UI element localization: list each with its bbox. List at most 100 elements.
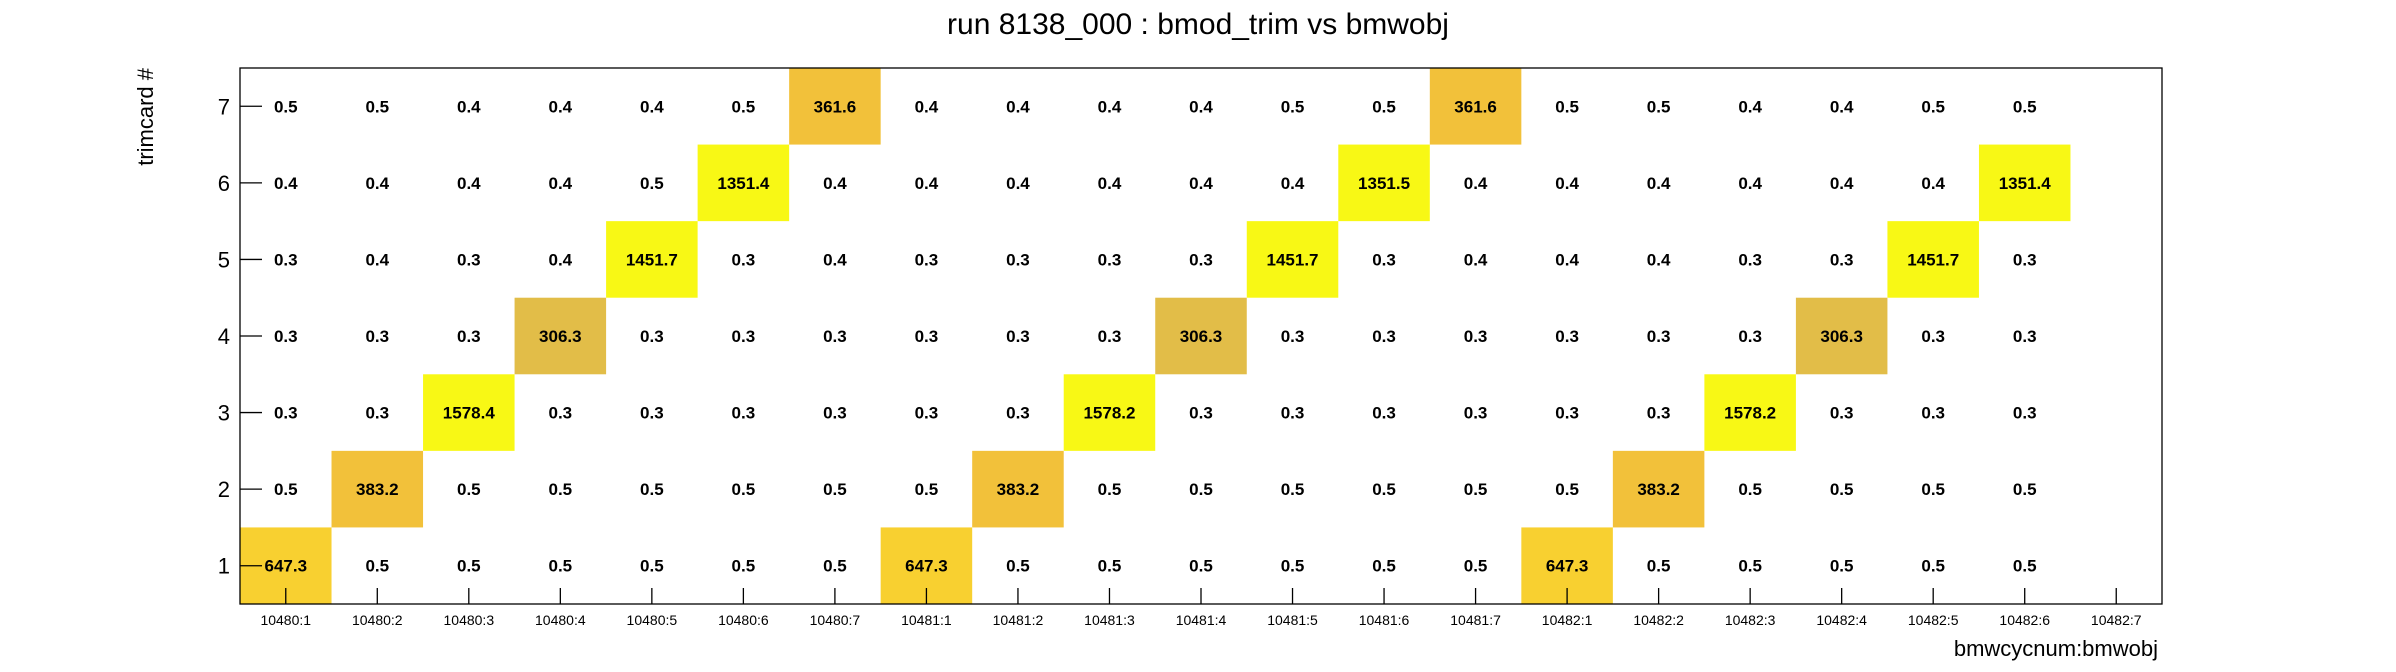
cell-value-label: 0.5: [1830, 557, 1854, 576]
cell-value-label: 0.5: [732, 480, 756, 499]
heatmap-cell: [697, 144, 790, 222]
cell-value-label: 0.5: [549, 480, 573, 499]
y-tick-label: 7: [218, 94, 230, 119]
cell-value-label: 0.5: [1098, 557, 1122, 576]
cell-value-label: 0.3: [2013, 404, 2037, 423]
heatmap-cell: [1246, 221, 1339, 298]
cell-value-label: 0.3: [1738, 250, 1762, 269]
cell-value-label: 0.3: [1738, 327, 1762, 346]
x-tick-label: 10482:4: [1816, 612, 1867, 628]
y-tick-label: 2: [218, 477, 230, 502]
cell-value-label: 0.3: [1006, 404, 1030, 423]
heatmap-cell: [972, 450, 1064, 528]
x-tick-label: 10481:1: [901, 612, 952, 628]
x-tick-label: 10480:5: [627, 612, 678, 628]
cell-value-label: 1351.5: [1358, 174, 1410, 193]
cell-value-label: 0.5: [1921, 97, 1945, 116]
cell-value-label: 0.4: [549, 174, 573, 193]
cell-value-label: 0.4: [549, 97, 573, 116]
cell-value-label: 0.5: [2013, 97, 2037, 116]
cell-value-label: 0.5: [1281, 97, 1305, 116]
cell-value-label: 306.3: [539, 327, 582, 346]
cell-value-label: 0.3: [1555, 404, 1579, 423]
cell-value-label: 0.5: [1281, 557, 1305, 576]
cell-value-label: 0.3: [365, 404, 389, 423]
cell-value-label: 0.5: [1189, 557, 1213, 576]
cell-value-label: 0.5: [1281, 480, 1305, 499]
cell-value-label: 0.3: [823, 404, 847, 423]
cell-value-label: 0.3: [274, 404, 298, 423]
cell-value-label: 0.3: [1098, 250, 1122, 269]
cell-value-label: 0.3: [274, 250, 298, 269]
cell-value-label: 0.3: [1006, 327, 1030, 346]
cell-value-label: 0.4: [365, 174, 389, 193]
cell-value-label: 1451.7: [626, 250, 678, 269]
cell-value-label: 0.4: [274, 174, 298, 193]
y-tick-label: 5: [218, 247, 230, 272]
cell-value-label: 0.4: [1098, 97, 1122, 116]
cell-value-label: 0.4: [1189, 174, 1213, 193]
x-tick-label: 10481:3: [1084, 612, 1135, 628]
cell-value-label: 0.4: [915, 97, 939, 116]
cell-value-label: 0.3: [1921, 404, 1945, 423]
cell-value-label: 0.3: [1464, 404, 1488, 423]
cell-value-label: 0.4: [823, 250, 847, 269]
cell-value-label: 0.5: [1738, 480, 1762, 499]
heatmap-cell: [514, 297, 607, 375]
cell-value-label: 0.5: [823, 480, 847, 499]
cell-value-label: 0.4: [549, 250, 573, 269]
cell-value-label: 0.5: [1921, 480, 1945, 499]
cell-value-label: 0.4: [1830, 97, 1854, 116]
cell-value-label: 0.4: [1830, 174, 1854, 193]
cell-value-label: 361.6: [814, 97, 857, 116]
x-tick-label: 10482:2: [1633, 612, 1684, 628]
cell-value-label: 0.4: [640, 97, 664, 116]
x-tick-label: 10480:1: [260, 612, 311, 628]
cell-value-label: 0.5: [1372, 480, 1396, 499]
cell-value-label: 0.3: [1830, 250, 1854, 269]
cell-value-label: 0.3: [2013, 250, 2037, 269]
cell-value-label: 0.3: [1372, 327, 1396, 346]
cell-value-label: 0.5: [1555, 480, 1579, 499]
cell-value-label: 0.4: [1555, 174, 1579, 193]
x-tick-label: 10480:4: [535, 612, 586, 628]
heatmap-cell: [1704, 374, 1796, 451]
cell-value-label: 0.5: [732, 557, 756, 576]
x-tick-label: 10481:6: [1359, 612, 1410, 628]
cell-value-label: 0.3: [457, 327, 481, 346]
cell-value-label: 0.5: [365, 557, 389, 576]
cell-value-label: 0.5: [365, 97, 389, 116]
cell-value-label: 0.5: [549, 557, 573, 576]
cell-value-label: 1451.7: [1907, 250, 1959, 269]
cell-value-label: 0.5: [1921, 557, 1945, 576]
cell-value-label: 1451.7: [1267, 250, 1319, 269]
cell-value-label: 0.5: [1464, 480, 1488, 499]
cell-value-label: 383.2: [1637, 480, 1680, 499]
cell-value-label: 0.5: [915, 480, 939, 499]
cell-value-label: 0.3: [732, 327, 756, 346]
cell-value-label: 0.5: [1464, 557, 1488, 576]
x-tick-label: 10482:1: [1542, 612, 1593, 628]
cell-value-label: 0.3: [915, 404, 939, 423]
x-tick-label: 10480:7: [810, 612, 861, 628]
cell-value-label: 1351.4: [1999, 174, 2052, 193]
cell-value-label: 0.4: [1006, 174, 1030, 193]
cell-value-label: 0.3: [1372, 404, 1396, 423]
cell-value-label: 0.5: [1098, 480, 1122, 499]
cell-value-label: 0.3: [1006, 250, 1030, 269]
x-tick-label: 10482:5: [1908, 612, 1959, 628]
cell-value-label: 0.3: [1372, 250, 1396, 269]
cell-value-label: 0.3: [1189, 404, 1213, 423]
cell-value-label: 0.4: [1921, 174, 1945, 193]
cell-value-label: 647.3: [905, 557, 948, 576]
heatmap-cell: [1429, 68, 1522, 145]
cell-value-label: 0.3: [1281, 404, 1305, 423]
cell-value-label: 0.3: [640, 327, 664, 346]
heatmap-cell: [1887, 221, 1979, 298]
cell-value-label: 0.5: [640, 174, 664, 193]
chart-title: run 8138_000 : bmod_trim vs bmwobj: [947, 8, 1449, 41]
cell-value-label: 0.5: [1647, 557, 1671, 576]
cell-value-label: 0.3: [1647, 327, 1671, 346]
cell-value-label: 0.3: [365, 327, 389, 346]
